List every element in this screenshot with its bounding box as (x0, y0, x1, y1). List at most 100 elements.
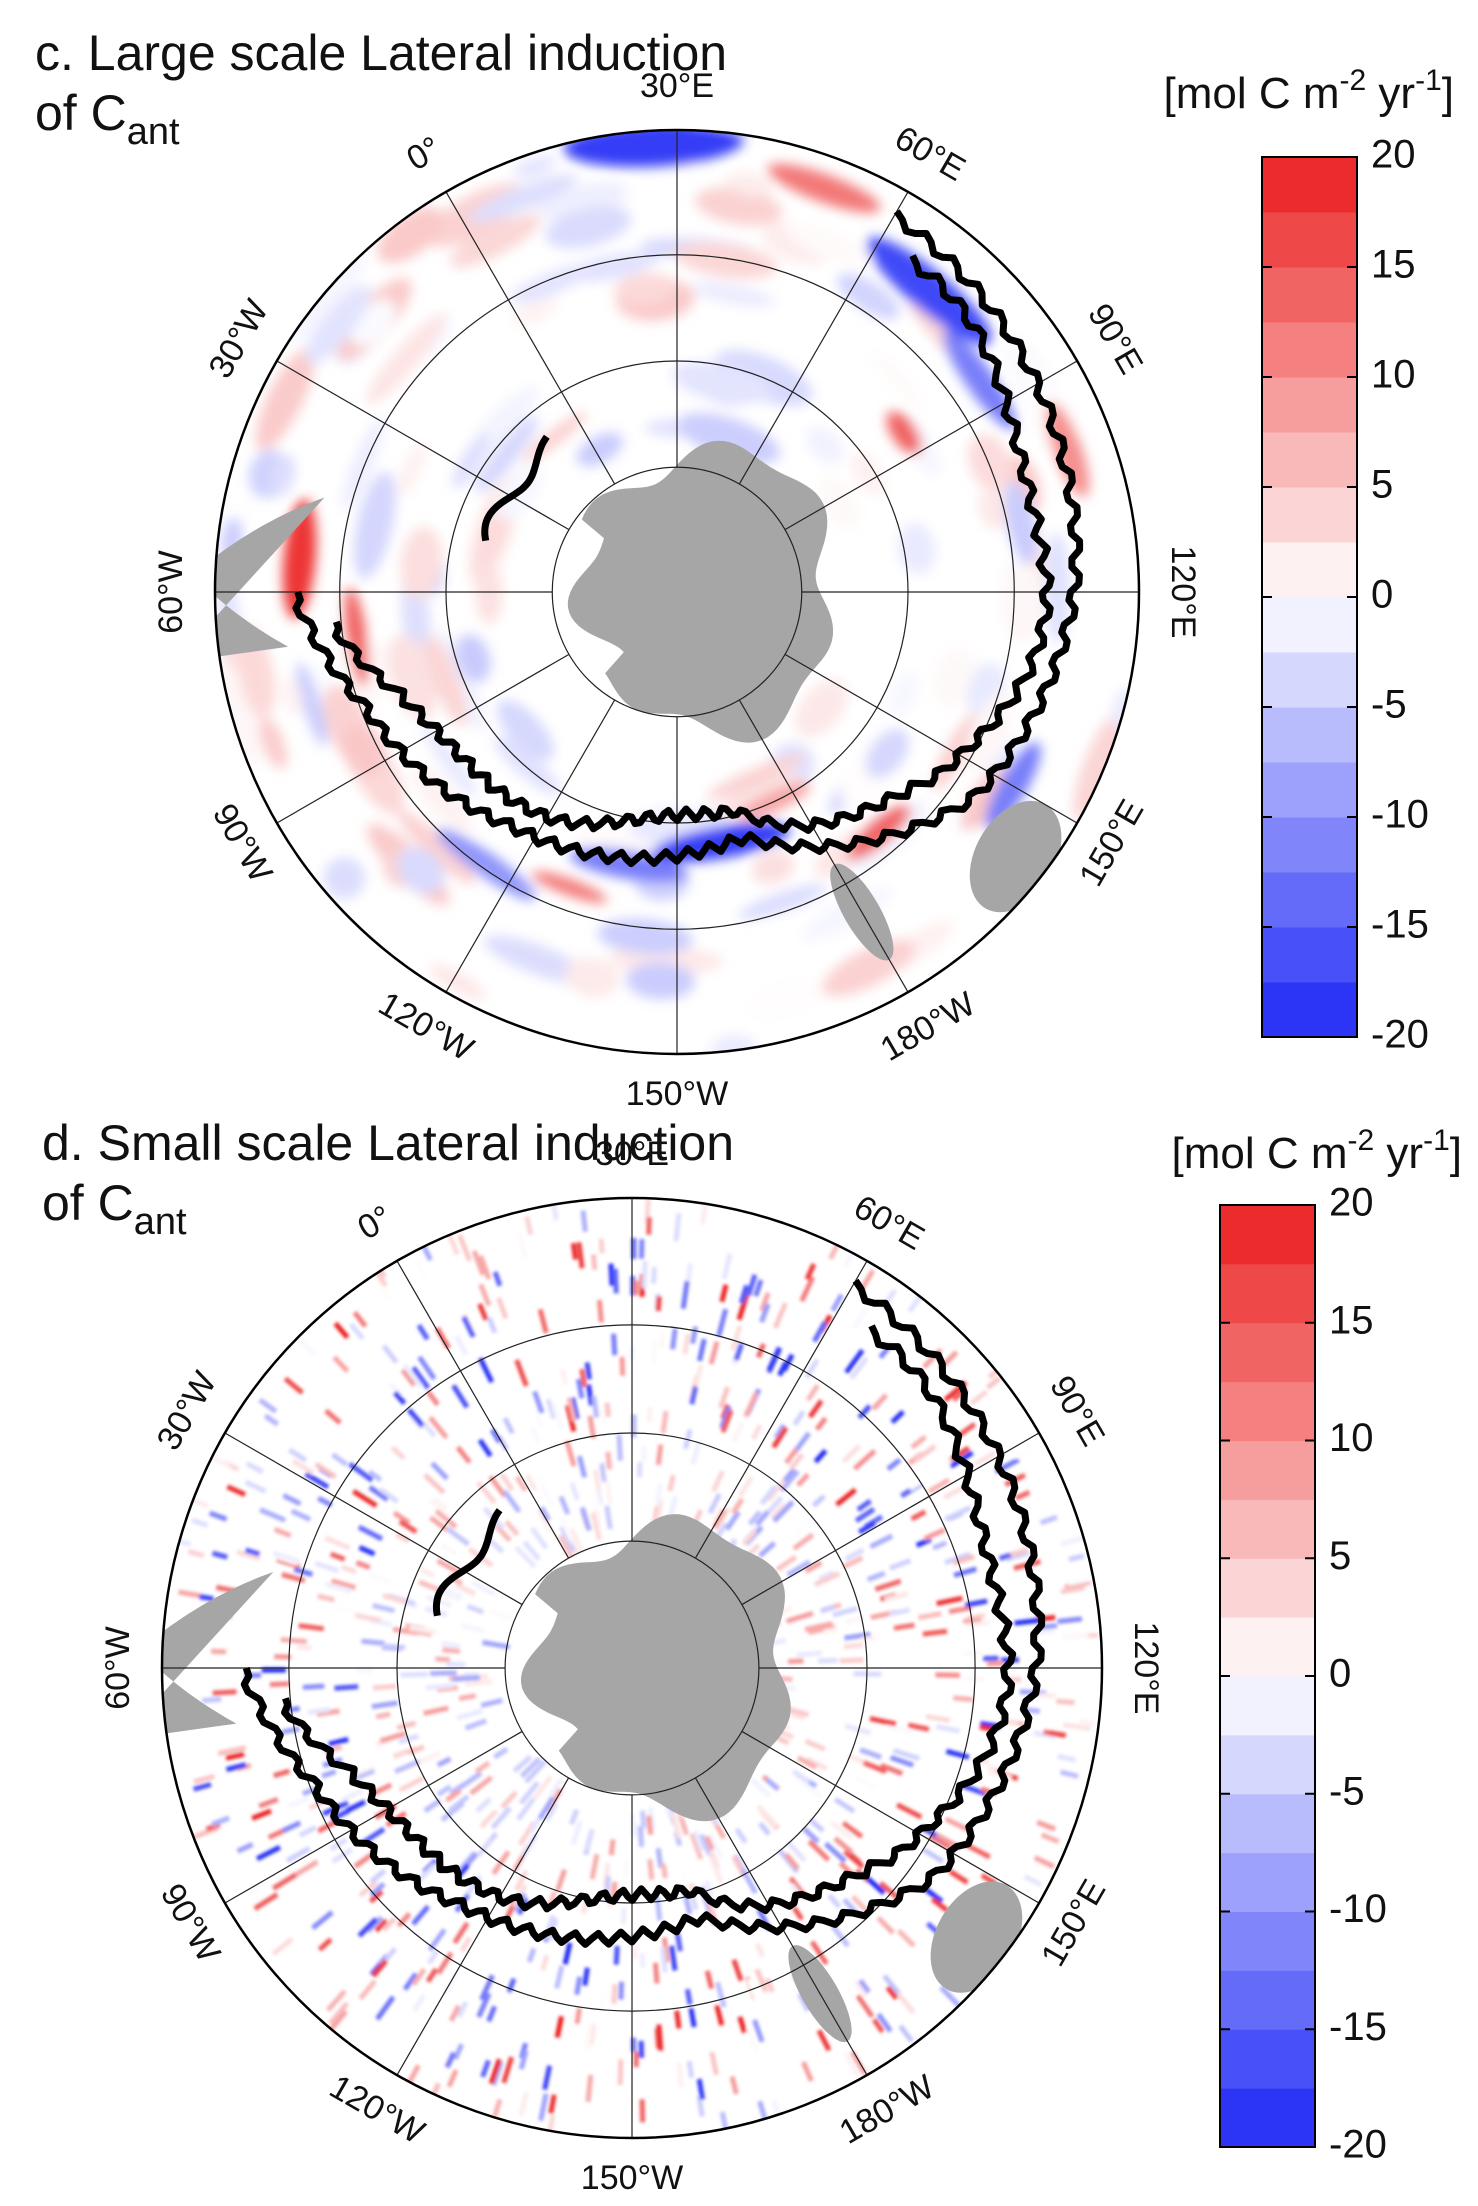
field-stripe (963, 1650, 983, 1657)
field-patch (512, 296, 558, 327)
field-stripe (517, 1233, 529, 1259)
field-stripe (925, 1713, 951, 1723)
field-patch (341, 724, 386, 776)
field-stripe (631, 1414, 637, 1438)
graticule (215, 130, 1139, 1054)
meridian (276, 360, 570, 531)
field-stripe (273, 1527, 292, 1538)
field-patch (691, 281, 776, 308)
field-stripe (857, 1404, 872, 1420)
field-stripe (407, 1744, 425, 1756)
field-stripe (544, 1802, 559, 1822)
field-stripe (396, 1911, 412, 1928)
field-stripe (534, 1413, 545, 1429)
field-stripe (274, 1654, 292, 1660)
field-stripe (537, 1796, 555, 1821)
field-stripe (639, 1953, 646, 1968)
field-stripe (376, 1282, 391, 1301)
field-stripe (375, 1995, 396, 2021)
field-stripe (516, 1796, 536, 1821)
field-stripe (272, 1872, 298, 1891)
field-stripe (501, 2056, 515, 2084)
field-patch (353, 471, 396, 579)
field-stripe (884, 1591, 909, 1603)
field-stripe (317, 1495, 333, 1508)
land (162, 1514, 1023, 2043)
colorbar-tick-label: -20 (1329, 2123, 1387, 2167)
field-stripe (402, 1972, 419, 1991)
field-stripe (430, 1670, 457, 1676)
field-stripe (770, 1637, 787, 1646)
field-stripe (943, 1484, 967, 1500)
field-stripe (514, 1359, 529, 1387)
field-stripe (358, 1879, 379, 1898)
field-stripe (328, 1736, 349, 1747)
field-stripe (436, 1951, 454, 1975)
field-stripe (504, 1519, 520, 1537)
field-patch (397, 810, 476, 885)
field-stripe (759, 1303, 771, 1323)
field-stripe (895, 1802, 923, 1820)
field-stripe (314, 1560, 340, 1574)
field-stripe (420, 1420, 437, 1438)
field-patch (475, 561, 503, 625)
field-stripe (780, 1467, 796, 1485)
field-stripe (445, 1231, 460, 1256)
field-stripe (471, 1250, 486, 1276)
field-stripe (737, 2016, 748, 2034)
field-stripe (844, 1348, 865, 1374)
colorbar-band (1262, 762, 1357, 818)
field-patch (377, 207, 444, 264)
meridian (738, 191, 909, 485)
field-stripe (889, 1558, 912, 1571)
field-patch (888, 672, 920, 716)
field-stripe (633, 1822, 640, 1838)
field-stripe (673, 1213, 682, 1242)
field-patch (743, 978, 832, 1019)
field-patch (1085, 545, 1121, 656)
field-stripe (474, 1760, 491, 1774)
field-stripe (594, 1442, 603, 1465)
field-stripe (953, 1695, 974, 1703)
field-stripe (676, 2063, 685, 2089)
field-stripe (715, 1981, 727, 2008)
field-patch (475, 415, 539, 493)
field-stripe (895, 1991, 916, 2015)
field-patch (709, 1034, 756, 1054)
field-stripe (833, 1836, 854, 1855)
field-stripe (1056, 1698, 1075, 1706)
field-stripe (849, 2050, 867, 2076)
field-patch (932, 646, 977, 709)
field-stripe (811, 1494, 826, 1508)
field-stripe (1060, 1769, 1079, 1779)
field-stripe (696, 2078, 706, 2100)
field-stripe (490, 1714, 517, 1730)
field-stripe (654, 1498, 664, 1523)
field-stripe (255, 1844, 282, 1862)
field-stripe (479, 1809, 499, 1829)
field-stripe (869, 1533, 894, 1550)
field-stripe (302, 1786, 317, 1797)
field-stripe (844, 1723, 872, 1736)
field-stripe (720, 1409, 734, 1434)
field-stripe (1014, 1617, 1042, 1626)
field-stripe (358, 1979, 377, 2001)
field-stripe (852, 1448, 877, 1471)
field-stripe (889, 1755, 915, 1768)
field-stripe (198, 1594, 214, 1602)
field-stripe (602, 1862, 611, 1887)
field-patch (497, 699, 554, 761)
field-stripe (430, 1461, 449, 1481)
field-stripe (382, 1593, 407, 1605)
field-stripe (217, 1745, 247, 1756)
field-stripe (646, 1407, 653, 1423)
field-stripe (604, 1505, 613, 1530)
field-stripe (721, 1252, 733, 1280)
field-stripe (395, 1531, 411, 1544)
field-patch (296, 662, 328, 747)
field-stripe (423, 1798, 442, 1814)
field-stripe (529, 1814, 543, 1833)
field-stripe (699, 1833, 712, 1856)
field-stripe (496, 1297, 509, 1320)
field-stripe (779, 1469, 800, 1493)
